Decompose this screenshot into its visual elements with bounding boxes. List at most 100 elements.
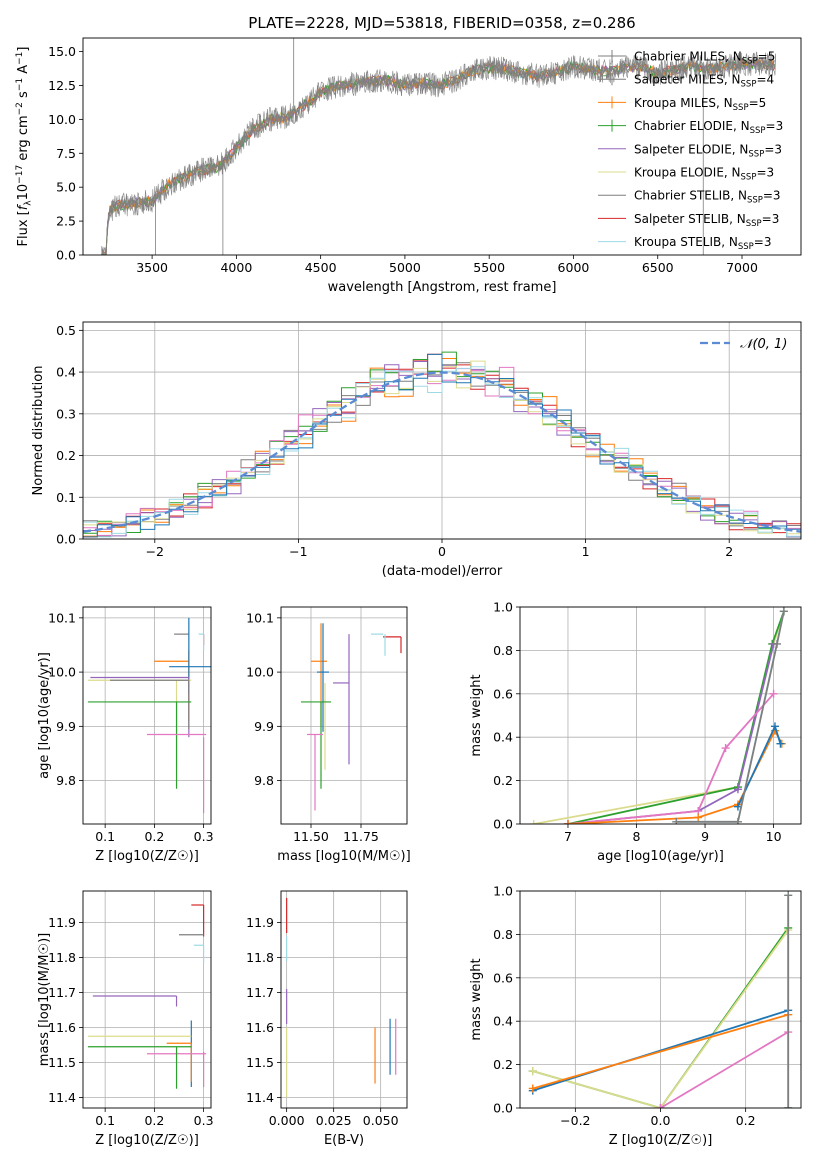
axes-frame xyxy=(82,890,212,1109)
y-tick-label: 2.5 xyxy=(56,214,76,229)
y-axis-label: Flux [fλ10−17 erg cm−2 s−1 A−1] xyxy=(15,47,34,247)
legend-label: Kroupa ELODIE, NSSP=3 xyxy=(634,166,774,183)
weight-marker xyxy=(733,785,742,794)
legend-text: Salpeter MILES, N xyxy=(634,73,741,87)
y-axis-label: mass weight xyxy=(469,958,484,1040)
weight-marker xyxy=(776,739,785,748)
y-tick-label: 11.6 xyxy=(48,1020,76,1035)
legend-text: Kroupa ELODIE, N xyxy=(634,166,741,180)
y-tick-label: 7.5 xyxy=(56,146,76,161)
weight-marker xyxy=(769,689,778,698)
legend-text: Salpeter ELODIE, N xyxy=(634,142,748,156)
x-axis-label: (data-model)/error xyxy=(382,564,503,579)
axes-frame xyxy=(280,890,408,1109)
x-tick-label: 6000 xyxy=(558,260,590,275)
y-tick-label: 0.0 xyxy=(493,817,513,832)
y-tick-label: 9.9 xyxy=(254,719,274,734)
x-tick-label: 0.0 xyxy=(651,1113,671,1128)
legend-sub: SSP xyxy=(748,149,764,159)
weight-marker xyxy=(529,820,538,824)
plot-area xyxy=(87,904,207,1089)
axes-frame xyxy=(519,606,802,825)
axes-frame xyxy=(82,321,802,540)
y-label-part: −1 xyxy=(15,78,25,91)
y-tick-label: 0.8 xyxy=(493,927,513,942)
figure-title: PLATE=2228, MJD=53818, FIBERID=0358, z=0… xyxy=(248,14,635,32)
y-label-part: 10 xyxy=(16,184,31,201)
legend-label: 𝒩(0, 1) xyxy=(740,337,787,352)
legend-label: Salpeter ELODIE, NSSP=3 xyxy=(634,142,782,159)
y-tick-label: 11.5 xyxy=(246,1055,274,1070)
y-tick-label: 1.0 xyxy=(493,600,513,615)
legend-text: Salpeter STELIB, N xyxy=(634,212,746,226)
weight-marker xyxy=(784,891,793,900)
x-tick-label: 0.2 xyxy=(144,1113,164,1128)
x-tick-label: 7 xyxy=(564,829,572,844)
weight-line xyxy=(567,693,775,824)
legend-label: Salpeter MILES, NSSP=4 xyxy=(634,73,774,90)
panel-residuals: −2 −1 0 1 2 0.0 0.1 0.2 0.3 0.4 0.5 (data-model)/er… xyxy=(31,321,802,579)
weight-line xyxy=(660,1031,789,1108)
weight-marker xyxy=(784,1104,793,1108)
y-tick-label: 0.6 xyxy=(493,970,513,985)
y-tick-label: 10.0 xyxy=(246,665,274,680)
y-tick-label: 0.0 xyxy=(56,248,76,263)
y-tick-label: 11.7 xyxy=(48,985,76,1000)
legend-sub: SSP xyxy=(750,126,766,136)
x-tick-label: 10 xyxy=(766,829,782,844)
weight-marker xyxy=(733,817,742,824)
x-tick-label: 0 xyxy=(438,544,446,559)
y-tick-label: 0.6 xyxy=(493,686,513,701)
legend-sub: SSP xyxy=(742,57,758,67)
weight-marker xyxy=(672,817,681,824)
y-tick-label: 15.0 xyxy=(48,44,76,59)
x-tick-label: 0.2 xyxy=(736,1113,756,1128)
x-axis-label: Z [log10(Z/Z☉)] xyxy=(609,1133,713,1148)
y-label-part: ] xyxy=(16,47,31,52)
x-axis-label: age [log10(age/yr)] xyxy=(597,849,724,864)
weight-line xyxy=(532,1009,789,1092)
y-tick-label: 0.3 xyxy=(56,406,76,421)
y-label-part: A xyxy=(16,65,31,78)
weight-marker xyxy=(528,1067,537,1076)
legend-suffix: =3 xyxy=(754,235,772,249)
plot-area xyxy=(101,38,776,255)
x-tick-label: 0.1 xyxy=(95,1113,115,1128)
weight-marker xyxy=(563,820,572,824)
x-tick-label: 0.000 xyxy=(269,1113,305,1128)
plot-area xyxy=(528,891,793,1108)
x-tick-label: 5500 xyxy=(473,260,505,275)
legend-sub: SSP xyxy=(738,242,754,252)
legend-text: Chabrier ELODIE, N xyxy=(634,119,750,133)
x-axis-label: mass [log10(M/M☉)] xyxy=(277,849,410,864)
y-tick-label: 0.2 xyxy=(56,448,76,463)
panel-age_vs_mass: 11.50 11.75 9.8 9.9 10.0 10.1 mass [log10(M/M☉… xyxy=(246,606,411,864)
legend-suffix: =5 xyxy=(749,96,767,110)
panel-mass_vs_Z: 0.1 0.2 0.3 11.4 11.5 11.6 11.7 11.8 11.9 Z [log1… xyxy=(37,890,214,1148)
legend-suffix: =3 xyxy=(766,119,784,133)
legend-suffix: =3 xyxy=(756,166,774,180)
panel-age_vs_Z: 0.1 0.2 0.3 9.8 9.9 10.0 10.1 Z [log10(Z/Z☉)] ag… xyxy=(37,606,214,864)
legend-suffix: =4 xyxy=(756,73,774,87)
y-tick-label: 11.7 xyxy=(246,985,274,1000)
plot-area xyxy=(286,898,397,1098)
legend-sub: SSP xyxy=(741,173,757,183)
y-label-part: λ xyxy=(24,200,34,206)
legend-sub: SSP xyxy=(733,103,749,113)
panel-massweight_vs_age: 7 8 9 10 0.0 0.2 0.4 0.6 0.8 1.0 age [log10(age/yr… xyxy=(469,600,802,864)
axes-frame xyxy=(82,606,212,825)
x-tick-label: 11.50 xyxy=(293,829,329,844)
y-label-part: −2 xyxy=(15,102,25,115)
y-label-part: erg cm xyxy=(16,115,31,164)
x-tick-label: 2 xyxy=(725,544,733,559)
x-tick-label: 7000 xyxy=(726,260,758,275)
gaussian-curve xyxy=(83,371,801,533)
y-tick-label: 0.4 xyxy=(56,365,76,380)
legend-suffix: =3 xyxy=(762,212,780,226)
y-tick-label: 9.8 xyxy=(254,773,274,788)
weight-marker xyxy=(528,1084,537,1093)
x-tick-label: 0.025 xyxy=(316,1113,352,1128)
y-tick-label: 11.9 xyxy=(48,915,76,930)
legend-text: Chabrier MILES, N xyxy=(634,50,742,64)
